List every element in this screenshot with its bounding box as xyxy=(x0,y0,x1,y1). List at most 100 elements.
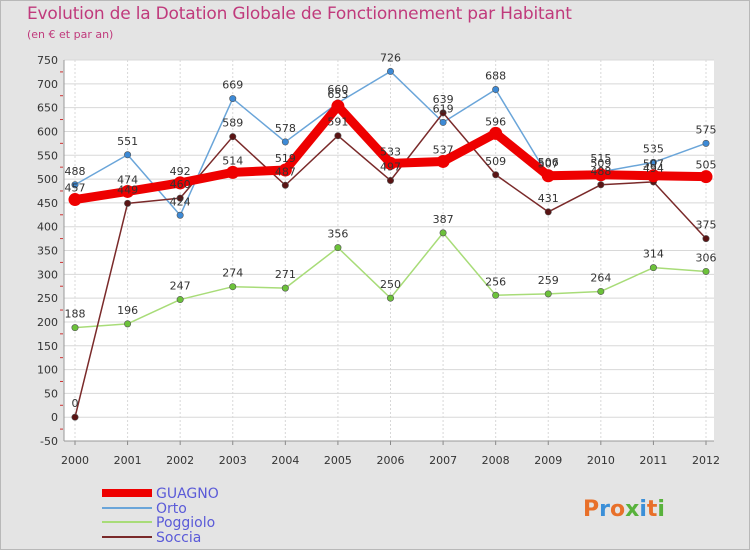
data-label-guagno: 596 xyxy=(485,115,506,128)
data-point-guagno xyxy=(541,169,555,183)
data-point-poggiolo xyxy=(544,290,552,298)
data-point-soccia xyxy=(386,176,394,184)
data-label-orto: 619 xyxy=(433,102,454,115)
data-label-poggiolo: 188 xyxy=(65,308,86,321)
y-tick-label: 750 xyxy=(37,54,58,67)
data-label-poggiolo: 306 xyxy=(696,251,717,264)
data-label-soccia: 497 xyxy=(380,160,401,173)
data-label-poggiolo: 247 xyxy=(170,280,191,293)
data-point-poggiolo xyxy=(649,264,657,272)
x-tick-label: 2001 xyxy=(114,454,142,467)
y-tick-label: 500 xyxy=(37,173,58,186)
data-label-poggiolo: 271 xyxy=(275,268,296,281)
data-label-guagno: 492 xyxy=(170,165,191,178)
data-label-poggiolo: 256 xyxy=(485,275,506,288)
data-label-orto: 506 xyxy=(538,156,559,169)
proxiti-logo: Proxiti xyxy=(583,497,665,522)
data-point-orto xyxy=(124,151,132,159)
y-tick-label: 0 xyxy=(51,411,58,424)
data-label-soccia: 509 xyxy=(485,155,506,168)
data-point-soccia xyxy=(124,199,132,207)
y-tick-label: -50 xyxy=(40,435,58,448)
data-label-guagno: 537 xyxy=(433,143,454,156)
data-point-poggiolo xyxy=(334,244,342,252)
data-label-guagno: 509 xyxy=(590,157,611,170)
data-point-orto xyxy=(649,158,657,166)
data-label-orto: 688 xyxy=(485,70,506,83)
x-tick-label: 2005 xyxy=(324,454,352,467)
data-point-soccia xyxy=(439,109,447,117)
chart-subtitle: (en € et par an) xyxy=(27,28,114,41)
data-point-orto xyxy=(71,181,79,189)
data-label-guagno: 653 xyxy=(327,88,348,101)
data-label-soccia: 494 xyxy=(643,162,664,175)
data-point-orto xyxy=(386,67,394,75)
data-label-guagno: 457 xyxy=(65,182,86,195)
x-tick-label: 2007 xyxy=(429,454,457,467)
data-point-poggiolo xyxy=(281,284,289,292)
data-label-poggiolo: 264 xyxy=(590,271,611,284)
y-tick-label: 150 xyxy=(37,340,58,353)
data-point-soccia xyxy=(334,132,342,140)
data-label-orto: 535 xyxy=(643,142,664,155)
x-tick-label: 2003 xyxy=(219,454,247,467)
y-tick-label: 250 xyxy=(37,292,58,305)
data-label-poggiolo: 387 xyxy=(433,213,454,226)
data-point-guagno xyxy=(646,169,660,183)
data-label-soccia: 487 xyxy=(275,165,296,178)
x-tick-label: 2006 xyxy=(377,454,405,467)
data-point-soccia xyxy=(544,208,552,216)
data-label-guagno: 507 xyxy=(538,158,559,171)
data-label-guagno: 514 xyxy=(222,154,243,167)
y-tick-label: 550 xyxy=(37,149,58,162)
data-label-orto: 575 xyxy=(696,123,717,136)
y-tick-label: 200 xyxy=(37,316,58,329)
data-point-orto xyxy=(176,211,184,219)
data-point-soccia xyxy=(281,181,289,189)
data-point-orto xyxy=(702,139,710,147)
data-label-soccia: 0 xyxy=(72,397,79,410)
data-point-poggiolo xyxy=(492,291,500,299)
x-tick-label: 2004 xyxy=(271,454,299,467)
data-label-guagno: 533 xyxy=(380,145,401,158)
data-label-guagno: 507 xyxy=(643,158,664,171)
data-label-poggiolo: 274 xyxy=(222,267,243,280)
data-point-guagno xyxy=(699,170,713,184)
data-label-poggiolo: 314 xyxy=(643,248,664,261)
x-tick-label: 2009 xyxy=(534,454,562,467)
data-point-orto xyxy=(229,95,237,103)
data-point-soccia xyxy=(176,194,184,202)
y-tick-label: 400 xyxy=(37,221,58,234)
data-label-guagno: 505 xyxy=(696,159,717,172)
data-point-poggiolo xyxy=(124,320,132,328)
data-label-orto: 578 xyxy=(275,122,296,135)
y-tick-label: 50 xyxy=(44,387,58,400)
data-point-poggiolo xyxy=(71,324,79,332)
data-label-orto: 669 xyxy=(222,79,243,92)
data-point-guagno xyxy=(278,163,292,177)
data-label-orto: 515 xyxy=(590,152,611,165)
x-tick-label: 2000 xyxy=(61,454,89,467)
legend-label-soccia: Soccia xyxy=(156,530,201,546)
data-point-guagno xyxy=(384,156,397,170)
data-label-orto: 551 xyxy=(117,135,138,148)
y-tick-label: 350 xyxy=(37,245,58,258)
data-point-guagno xyxy=(173,176,187,190)
data-point-poggiolo xyxy=(597,287,605,295)
chart-title: Evolution de la Dotation Globale de Fonc… xyxy=(27,4,572,24)
data-label-soccia: 431 xyxy=(538,192,559,205)
data-label-orto: 726 xyxy=(380,51,401,64)
data-point-soccia xyxy=(597,181,605,189)
data-point-guagno xyxy=(436,154,450,168)
x-tick-label: 2011 xyxy=(639,454,667,467)
data-point-poggiolo xyxy=(386,294,394,302)
data-point-soccia xyxy=(229,133,237,141)
data-point-poggiolo xyxy=(439,229,447,237)
data-label-guagno: 519 xyxy=(275,152,296,165)
data-point-poggiolo xyxy=(176,296,184,304)
data-label-orto: 488 xyxy=(65,165,86,178)
y-tick-label: 300 xyxy=(37,268,58,281)
x-tick-label: 2010 xyxy=(587,454,615,467)
data-label-poggiolo: 356 xyxy=(327,228,348,241)
